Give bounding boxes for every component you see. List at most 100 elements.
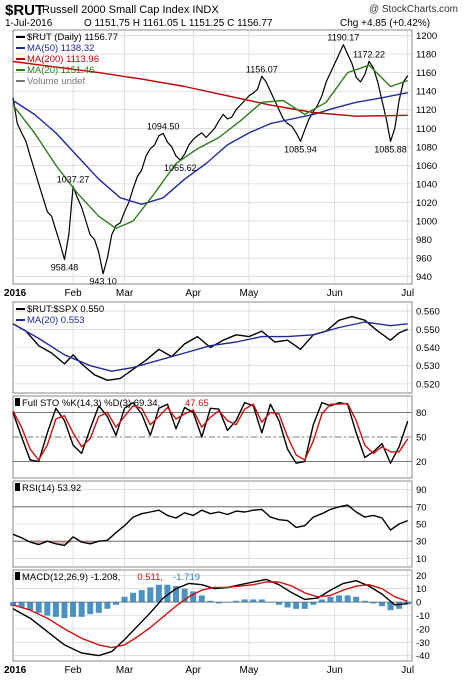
macd-histogram-bar <box>155 584 162 603</box>
price-legend-item: MA(200) 1113.96 <box>27 54 99 65</box>
macd-legend-item: MACD(12,26,9) -1.208, <box>22 572 120 583</box>
price-series-ma-20- <box>12 64 408 230</box>
price-tick-label: 1180 <box>416 50 436 61</box>
price-tick-label: 1160 <box>416 68 436 79</box>
price-tick-label: 1080 <box>416 142 437 153</box>
macd-histogram-bar <box>61 602 68 619</box>
month-label: Feb <box>64 665 82 676</box>
month-label: Jul <box>401 665 414 676</box>
price-tick-label: 1040 <box>416 179 437 190</box>
macd-histogram-bar <box>35 602 42 613</box>
quote-date: 1-Jul-2016 <box>5 18 53 29</box>
price-change: Chg +4.85 (+0.42%) <box>340 18 431 29</box>
macd-histogram-bar <box>396 602 403 609</box>
ohlc-values: O 1151.75 H 1161.05 L 1151.25 C 1156.77 <box>84 18 273 29</box>
macd-histogram-bar <box>44 602 51 616</box>
month-label: May <box>240 288 259 299</box>
ratio-legend-item: MA(20) 0.553 <box>27 315 85 326</box>
price-tick-label: 980 <box>416 235 432 246</box>
stockcharts-credit: @ StockCharts.com <box>368 4 458 15</box>
year-label: 2016 <box>4 288 27 299</box>
month-label: Mar <box>116 665 134 676</box>
rsi-shading <box>13 541 408 546</box>
price-annotation: 1065.62 <box>164 163 197 173</box>
month-label: Jun <box>327 665 343 676</box>
price-panel: 940 960 980 1000 1020 1040 1060 1080 1100 1120 114… <box>12 29 437 287</box>
ratio-series--rut-spx <box>12 315 408 381</box>
price-legend-item: Volume undef <box>27 76 85 87</box>
rsi-legend-swatch <box>15 483 20 491</box>
macd-histogram-bar <box>70 602 77 617</box>
macd-histogram-bar <box>164 584 171 603</box>
rsi-tick-label: 30 <box>416 537 427 548</box>
month-label: Mar <box>116 288 134 299</box>
rsi-tick-label: 90 <box>416 485 427 496</box>
macd-histogram-bar <box>258 599 265 603</box>
macd-panel: -40 -30 -20 -10 0 10 20 MACD(12,26,9) -1.208, 0.… <box>10 569 430 662</box>
price-tick-label: 1020 <box>416 198 437 209</box>
price-tick-label: 1060 <box>416 161 437 172</box>
macd-histogram-bar <box>190 591 197 603</box>
macd-histogram-bar <box>207 600 214 603</box>
macd-legend-item: 0.511, <box>137 572 163 583</box>
rsi-tick-label: 10 <box>416 554 427 565</box>
stochastic-legend-item: Full STO %K(14,3) %D(3) 69.34, <box>22 398 160 409</box>
ratio-tick-label: 0.560 <box>416 307 440 318</box>
macd-legend-swatch <box>15 572 20 580</box>
stochastic-series--k <box>12 401 409 464</box>
ratio-series-ma-20- <box>12 321 408 372</box>
macd-histogram-bar <box>18 602 25 608</box>
stochastic-legend-swatch <box>15 398 20 406</box>
price-annotation: 1037.27 <box>57 174 90 184</box>
macd-histogram-bar <box>327 596 334 603</box>
rsi-tick-label: 70 <box>416 502 427 513</box>
year-label: 2016 <box>4 665 27 676</box>
macd-tick-label: -40 <box>416 651 430 662</box>
macd-histogram-bar <box>241 599 248 603</box>
ratio-tick-label: 0.520 <box>416 379 440 390</box>
month-label: May <box>240 665 259 676</box>
price-series-ma-50- <box>12 92 408 205</box>
macd-histogram-bar <box>310 602 317 605</box>
stochastic-tick-label: 80 <box>416 408 427 419</box>
ratio-panel: 0.520 0.530 0.540 0.550 0.560 $RUT:$SPX 0.550… <box>12 301 440 394</box>
rsi-panel: 10 30 50 70 90 RSI(14) 53.92 <box>12 480 427 568</box>
stochastic-legend-item: 47.65 <box>185 398 209 409</box>
month-label: Apr <box>185 288 201 299</box>
month-label: Apr <box>185 665 201 676</box>
macd-histogram-bar <box>301 602 308 609</box>
macd-legend-item: -1.719 <box>173 572 200 583</box>
month-label: Jun <box>327 288 343 299</box>
price-frame <box>12 29 413 285</box>
macd-histogram-bar <box>250 599 257 603</box>
month-label: Feb <box>64 288 82 299</box>
price-annotation: 1172.22 <box>353 49 385 59</box>
price-annotation: 1094.50 <box>147 121 180 131</box>
price-tick-label: 1140 <box>416 87 436 98</box>
price-tick-label: 1100 <box>416 124 436 135</box>
stochastic-panel: 20 50 80 Full STO %K(14,3) %D(3) 69.34, 47.6… <box>12 395 427 479</box>
macd-tick-label: 20 <box>416 571 427 582</box>
macd-histogram-bar <box>233 600 240 603</box>
macd-histogram-bar <box>361 600 368 603</box>
macd-tick-label: -10 <box>416 611 430 622</box>
macd-histogram-bar <box>112 602 119 605</box>
macd-histogram-bar <box>95 602 102 613</box>
price-tick-label: 960 <box>416 254 432 265</box>
macd-histogram-bar <box>87 602 94 615</box>
price-tick-label: 940 <box>416 272 432 283</box>
macd-histogram-bar <box>378 602 385 607</box>
macd-histogram-bar <box>267 602 274 603</box>
macd-tick-label: 0 <box>416 598 421 609</box>
macd-histogram-bar <box>181 588 188 603</box>
ratio-tick-label: 0.530 <box>416 361 440 372</box>
price-series--rut <box>12 44 409 275</box>
macd-histogram-bar <box>10 602 16 607</box>
price-annotation: 1190.17 <box>327 33 359 43</box>
macd-histogram-bar <box>336 595 343 603</box>
rsi-tick-label: 50 <box>416 520 427 531</box>
macd-histogram-bar <box>198 595 205 603</box>
macd-histogram-bar <box>138 590 145 603</box>
price-tick-label: 1000 <box>416 216 437 227</box>
macd-series-signal <box>12 581 408 649</box>
